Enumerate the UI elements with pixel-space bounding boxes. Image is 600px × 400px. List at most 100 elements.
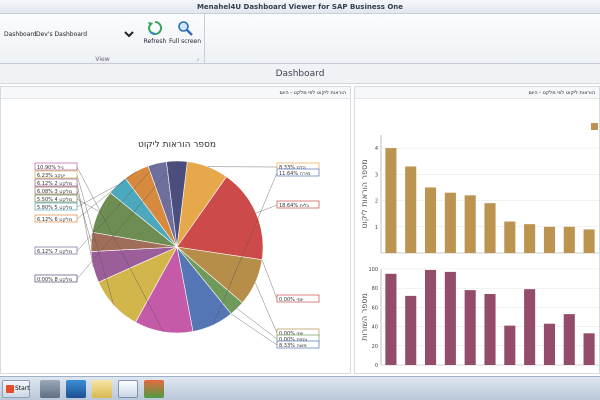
pie-label: 0.00% יוסי — [279, 297, 303, 303]
pie-leader-line — [236, 308, 278, 340]
start-label: Start — [15, 385, 30, 392]
top-chart-tick-label: 2 — [375, 199, 378, 205]
pie-label: 0.00% עמית — [279, 337, 307, 343]
pie-label: 5.80% מלקט 5 — [37, 205, 72, 211]
pie-chart-panel: הוראות ליקוט לפי מלקט - היום מספר הוראות… — [0, 86, 351, 374]
pie-leader-line — [76, 198, 99, 212]
pie-leader-line — [76, 163, 158, 252]
pie-title: מספר הוראות ליקוט — [138, 140, 216, 150]
bottom-chart-bar — [484, 293, 496, 365]
pie-slice — [176, 176, 264, 261]
top-chart-bar — [385, 148, 397, 253]
server-manager-icon[interactable] — [40, 380, 60, 398]
pie-label-box — [34, 202, 78, 211]
taskbar: Start — [0, 376, 600, 400]
pie-label: 0.00% מלקט 8 — [37, 277, 72, 283]
top-chart-bar — [563, 226, 575, 253]
pie-leader-line — [76, 190, 92, 242]
pie-label: 10.90% גיל — [37, 165, 64, 171]
top-chart-tick-label: 4 — [375, 146, 378, 152]
document-title: Dashboard — [275, 69, 325, 79]
bottom-chart-tick-label: 60 — [372, 305, 378, 311]
right-panel-title: הוראות ליקוט לפי מלקט - היום — [355, 87, 599, 99]
refresh-button[interactable]: Refresh — [140, 18, 170, 58]
bottom-chart-tick-label: 0 — [375, 363, 378, 369]
pie-leader-line — [212, 172, 278, 326]
pie-label: 5.50% מלקט 4 — [37, 197, 72, 203]
top-chart-bar — [444, 192, 456, 253]
start-orb-icon — [6, 385, 14, 393]
bottom-chart-bar — [405, 295, 417, 365]
pie-label: 6.12% מלקט 6 — [37, 217, 72, 223]
start-button[interactable]: Start — [2, 380, 30, 398]
pie-label-box — [276, 294, 320, 303]
pie-label-box — [34, 194, 78, 203]
pie-label: 6.12% מלקט 7 — [37, 249, 72, 255]
pie-label: 8.33% משה — [279, 343, 307, 349]
powershell-icon[interactable] — [66, 380, 86, 398]
pie-chart: מספר הוראות ליקוט 8.33% הדס 18.64% גלית 0.0… — [34, 140, 320, 349]
pie-label-box — [276, 340, 320, 349]
refresh-label: Refresh — [143, 38, 167, 45]
bottom-chart-tick-label: 20 — [372, 344, 378, 350]
fullscreen-button[interactable]: Full screen — [168, 18, 202, 58]
pie-leader-line — [76, 184, 118, 208]
top-chart-bar — [464, 195, 476, 253]
pie-leader-line — [231, 313, 278, 346]
ribbon: Dashboard Dev's Dashboard Refresh Full s… — [0, 14, 600, 64]
pie-label-box — [34, 162, 78, 171]
ribbon-group-view: Dashboard Dev's Dashboard Refresh Full s… — [0, 14, 205, 64]
bar-chart-panel: הוראות ליקוט לפי מלקט - היום 1 2 3 4 מספר הו… — [354, 86, 600, 374]
bottom-chart-tick-label: 80 — [372, 286, 378, 292]
bottom-chart-bar — [583, 333, 595, 365]
bottom-chart-y-label: מספר השורות — [360, 293, 369, 341]
pie-label-box — [34, 178, 78, 187]
top-chart-bar — [504, 221, 516, 253]
pie-label-box — [34, 246, 78, 255]
zoom-icon — [178, 21, 193, 36]
pie-label: 0.00% יוסי — [279, 331, 303, 337]
pie-label-box — [276, 200, 320, 209]
refresh-icon — [148, 20, 163, 35]
pie-label-box — [34, 170, 78, 179]
bottom-chart-bar — [464, 290, 476, 365]
pie-leader-line — [76, 166, 164, 333]
top-chart-bar — [405, 166, 417, 253]
pie-leader-line — [256, 204, 278, 214]
pie-leader-line — [76, 182, 94, 268]
bottom-chart-bar — [444, 271, 456, 365]
bottom-chart-tick-label: 40 — [372, 325, 378, 331]
pie-label-box — [34, 214, 78, 223]
top-chart-bar — [543, 226, 556, 253]
pie-leader-line — [255, 282, 278, 334]
document-title-bar: Dashboard — [0, 64, 600, 84]
bottom-chart-bar — [563, 314, 575, 365]
bottom-chart-tick-label: 100 — [368, 267, 378, 273]
dashboard-select[interactable]: Dev's Dashboard — [32, 28, 137, 41]
pie-label: 8.33% הדס — [279, 165, 306, 171]
bar-charts: 1 2 3 4 מספר הוראות ליקוט 0 20 40 60 80 100 מספר הש… — [360, 123, 599, 369]
bottom-chart-bar — [504, 325, 516, 365]
pie-label: 6.23% יעקב — [37, 173, 65, 179]
window-title: Menahel4U Dashboard Viewer for SAP Busin… — [196, 3, 404, 11]
top-chart-tick-label: 3 — [375, 172, 378, 178]
dashboard-app-icon[interactable] — [118, 380, 138, 398]
group-launcher-icon[interactable]: ⌟ — [196, 55, 199, 62]
top-chart-bar — [424, 187, 437, 253]
bottom-chart-bar — [424, 269, 437, 365]
window-title-bar: Menahel4U Dashboard Viewer for SAP Busin… — [0, 0, 600, 14]
left-panel-title: הוראות ליקוט לפי מלקט - היום — [1, 87, 350, 99]
fullscreen-label: Full screen — [168, 38, 202, 45]
pie-label-box — [34, 274, 78, 283]
top-chart-bar — [583, 229, 595, 253]
bottom-chart-bar — [543, 323, 556, 365]
pie-label-box — [34, 186, 78, 195]
sap-icon[interactable] — [144, 380, 164, 398]
pie-label-box — [276, 168, 320, 177]
pie-label: 6.08% מלקט 3 — [37, 189, 72, 195]
explorer-icon[interactable] — [92, 380, 112, 398]
pie-leader-line — [76, 160, 178, 280]
pie-leader-line — [261, 259, 278, 300]
pie-label: 6.12% מלקט 2 — [37, 181, 72, 187]
pie-label: 18.64% גלית — [279, 203, 309, 209]
